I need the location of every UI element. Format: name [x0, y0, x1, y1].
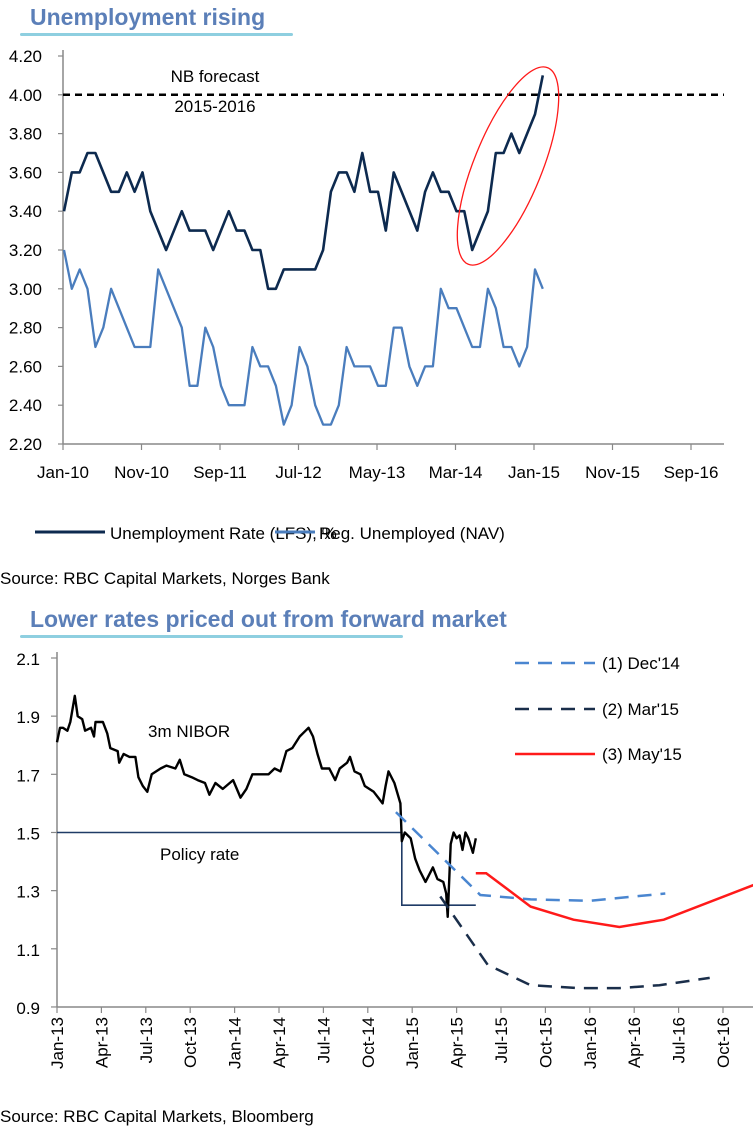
x-tick-label: Nov-15 — [585, 463, 640, 482]
y-tick-label: 2.40 — [9, 396, 42, 415]
legend-label-nav: Reg. Unemployed (NAV) — [319, 524, 505, 543]
chart1-source: Source: RBC Capital Markets, Norges Bank — [0, 569, 330, 588]
y-tick-label: 1.5 — [16, 824, 40, 843]
chart1-plot: 4.20 4.00 3.80 3.60 3.40 3.20 3.00 2.80 2.60 2.40… — [9, 47, 724, 482]
series-line-lfs — [62, 75, 545, 291]
y-tick-label: 3.60 — [9, 163, 42, 182]
legend-label-may15: (3) May'15 — [602, 745, 682, 764]
y-tick-label: 2.20 — [9, 435, 42, 454]
chart2-title-underline — [20, 635, 403, 638]
x-tick-label: Jul-15 — [492, 1017, 511, 1063]
x-tick-label: Jan-14 — [226, 1017, 245, 1069]
forward-may15-line — [475, 871, 753, 929]
y-tick-label: 1.1 — [16, 941, 40, 960]
forward-dec14-line — [395, 811, 666, 903]
y-tick-label: 3.80 — [9, 125, 42, 144]
legend-label-lfs: Unemployment Rate (LFS), % — [110, 524, 337, 543]
y-tick-label: 3.00 — [9, 280, 42, 299]
chart1-title-underline — [20, 33, 293, 36]
x-tick-label: Jan-16 — [581, 1017, 600, 1069]
x-tick-label: Nov-10 — [114, 463, 169, 482]
x-tick-label: Jan-15 — [403, 1017, 422, 1069]
forward-mar15-line — [439, 895, 710, 990]
x-tick-label: Sep-11 — [193, 463, 247, 482]
y-tick-label: 2.60 — [9, 357, 42, 376]
y-tick-label: 4.00 — [9, 86, 42, 105]
x-tick-label: Mar-14 — [429, 463, 483, 482]
chart2-plot: 2.1 1.9 1.7 1.5 1.3 1.1 0.9 Jan-13 Apr-13 Jul-13 O… — [16, 650, 753, 1069]
nibor-line — [55, 694, 477, 918]
y-tick-label: 4.20 — [9, 47, 42, 66]
chart2-title: Lower rates priced out from forward mark… — [30, 606, 507, 632]
y-tick-label: 3.40 — [9, 202, 42, 221]
x-tick-label: Oct-14 — [359, 1017, 378, 1068]
policy-rate-line — [57, 831, 476, 906]
policy-rate-label: Policy rate — [160, 845, 239, 864]
y-tick-label: 3.20 — [9, 241, 42, 260]
x-tick-label: Oct-13 — [181, 1017, 200, 1068]
x-tick-label: Jul-16 — [670, 1017, 689, 1063]
x-tick-label: Oct-15 — [536, 1017, 555, 1068]
x-tick-label: May-13 — [349, 463, 406, 482]
x-tick-label: Apr-16 — [625, 1017, 644, 1068]
y-tick-label: 1.7 — [16, 766, 40, 785]
y-tick-label: 1.3 — [16, 883, 40, 902]
y-tick-label: 2.1 — [16, 650, 40, 669]
legend-label-mar15: (2) Mar'15 — [602, 700, 679, 719]
y-tick-label: 0.9 — [16, 999, 40, 1018]
legend-label-dec14: (1) Dec'14 — [602, 654, 680, 673]
x-tick-label: Jan-10 — [37, 463, 89, 482]
nibor-label: 3m NIBOR — [148, 722, 230, 741]
x-tick-label: Apr-15 — [448, 1017, 467, 1068]
x-tick-label: Jul-12 — [275, 463, 321, 482]
chart2-source: Source: RBC Capital Markets, Bloomberg — [0, 1107, 314, 1126]
x-tick-label: Jan-13 — [48, 1017, 67, 1069]
x-tick-label: Apr-14 — [270, 1017, 289, 1068]
x-tick-label: Oct-16 — [714, 1017, 733, 1068]
y-tick-label: 2.80 — [9, 319, 42, 338]
x-tick-label: Sep-16 — [664, 463, 719, 482]
x-tick-label: Jul-14 — [314, 1017, 333, 1063]
x-tick-label: Jul-13 — [137, 1017, 156, 1063]
series-line-nav — [62, 249, 544, 426]
x-tick-label: Apr-13 — [92, 1017, 111, 1068]
y-tick-label: 1.9 — [16, 708, 40, 727]
chart1-title: Unemployment rising — [30, 4, 265, 30]
forecast-label-line1: NB forecast — [171, 67, 260, 86]
forecast-label-line2: 2015-2016 — [174, 97, 255, 116]
highlight-ellipse — [456, 66, 560, 266]
x-tick-label: Jan-15 — [508, 463, 560, 482]
